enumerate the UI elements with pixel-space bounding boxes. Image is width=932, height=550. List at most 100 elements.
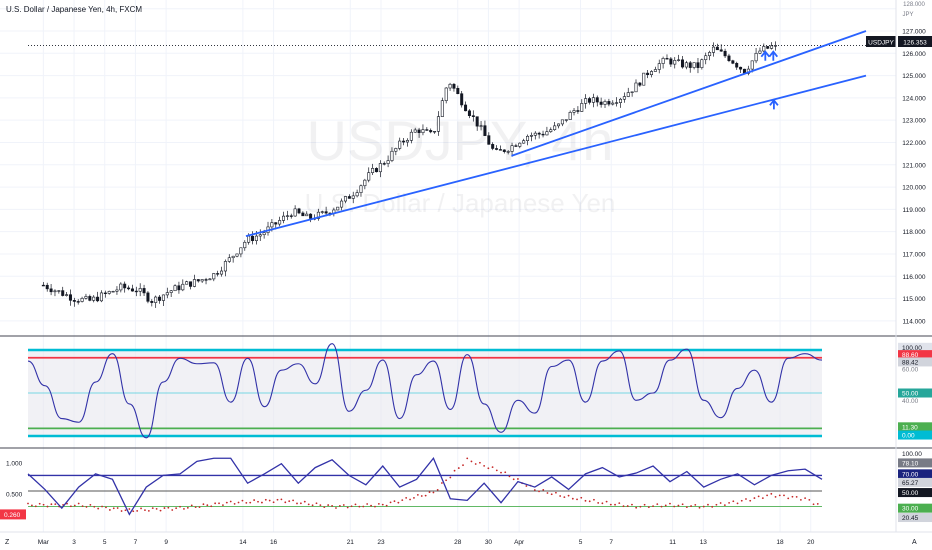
osc2-dot: [315, 502, 318, 505]
osc2-dot: [354, 503, 357, 506]
candle: [483, 125, 487, 136]
osc2-dot: [546, 492, 549, 494]
trendline[interactable]: [245, 74, 867, 237]
osc2-dot: [542, 488, 545, 491]
candle: [107, 291, 111, 294]
price-tick-label: 124.000: [902, 95, 926, 102]
candle: [227, 257, 231, 262]
osc2-dot: [381, 503, 384, 506]
time-tick-label: 3: [72, 539, 76, 546]
candle: [649, 71, 653, 76]
candle: [661, 58, 665, 64]
price-scale[interactable]: JPY 127.000126.000125.000124.000123.0001…: [866, 2, 932, 325]
candle: [45, 284, 49, 290]
candle: [603, 101, 607, 105]
osc2-dot: [597, 502, 600, 504]
osc2-left-tag: 0.260: [4, 512, 21, 519]
candle: [231, 255, 235, 259]
osc2-dot: [331, 505, 333, 507]
candle: [347, 196, 351, 199]
candle: [41, 284, 45, 287]
osc2-dot: [652, 505, 654, 508]
osc2-dot: [319, 504, 322, 507]
candle: [285, 215, 289, 217]
candle: [355, 192, 359, 197]
osc2-dot: [261, 501, 263, 504]
trendline[interactable]: [511, 30, 867, 157]
osc2-dot: [428, 491, 431, 493]
osc2-dot: [268, 499, 271, 502]
osc2-dot: [175, 507, 178, 510]
time-axis[interactable]: Mar 3 5 7 9 14 16 21 23 28 30 Apr 5 7 11 13 18 20: [38, 539, 815, 546]
candle: [336, 206, 340, 211]
osc2-dot: [740, 499, 743, 502]
candle: [665, 58, 669, 60]
candle: [402, 140, 406, 143]
osc2-dot: [377, 503, 380, 505]
osc2-dot: [167, 506, 170, 509]
bottom-right-label[interactable]: A: [912, 539, 917, 546]
time-tick-label: 7: [609, 539, 613, 546]
osc2-dot: [222, 504, 224, 506]
time-tick-label: 11: [669, 539, 676, 546]
price-tick-label: 128.000: [903, 2, 925, 8]
candle: [293, 208, 297, 217]
osc2-dot: [487, 467, 490, 470]
candle: [669, 58, 673, 65]
candle: [127, 287, 131, 290]
osc2-dot: [136, 510, 139, 512]
osc2-dot: [694, 503, 697, 506]
osc2-dot: [108, 509, 111, 511]
candle: [657, 63, 661, 70]
osc2-dot: [198, 506, 201, 509]
osc2-dot: [69, 505, 72, 508]
osc2-dot: [559, 495, 562, 497]
candle: [297, 208, 301, 214]
osc1-value-label: 0.00: [902, 433, 915, 440]
price-tick-label: 126.000: [902, 51, 926, 58]
candle: [76, 301, 80, 303]
osc2-dot: [342, 504, 345, 506]
candle: [161, 294, 165, 301]
candle: [398, 140, 402, 149]
osc2-dot: [229, 500, 232, 503]
candle: [80, 297, 84, 302]
osc1-value-tag: [898, 422, 932, 432]
osc2-dot: [508, 475, 511, 478]
candle: [185, 281, 189, 285]
candle: [677, 59, 681, 61]
osc1-line: [27, 343, 823, 439]
osc2-dot: [664, 504, 667, 507]
bottom-left-label[interactable]: Z: [5, 539, 10, 546]
candle: [378, 163, 382, 173]
osc2-dot: [576, 498, 578, 501]
price-tick-label: 125.000: [902, 73, 926, 80]
candle: [684, 62, 688, 68]
candle: [467, 110, 471, 116]
price-panel[interactable]: [28, 30, 867, 308]
candle: [278, 220, 282, 225]
osc2-dot: [397, 501, 400, 504]
osc2-value-label: 50.00: [902, 490, 919, 497]
candle: [673, 60, 677, 65]
trendlines[interactable]: [245, 30, 867, 237]
osc2-dot: [723, 504, 726, 506]
osc2-dot: [677, 504, 680, 507]
osc2-dot: [346, 506, 349, 509]
current-symbol-tag-bg: [866, 36, 896, 47]
candle: [115, 289, 119, 292]
osc2-dot: [249, 501, 252, 504]
candle: [642, 72, 646, 86]
osc2-dot: [745, 498, 747, 500]
oscillator-2-panel[interactable]: 1.000 0.500 0.260 100.00 78.10 70.00 65.27 50.0…: [0, 451, 932, 523]
candle: [169, 290, 173, 293]
osc2-dot: [54, 503, 57, 506]
candle: [560, 119, 564, 125]
candle: [301, 212, 305, 217]
candle: [704, 55, 708, 61]
time-tick-label: 20: [807, 539, 815, 546]
candle: [495, 148, 499, 150]
candle: [142, 288, 146, 294]
